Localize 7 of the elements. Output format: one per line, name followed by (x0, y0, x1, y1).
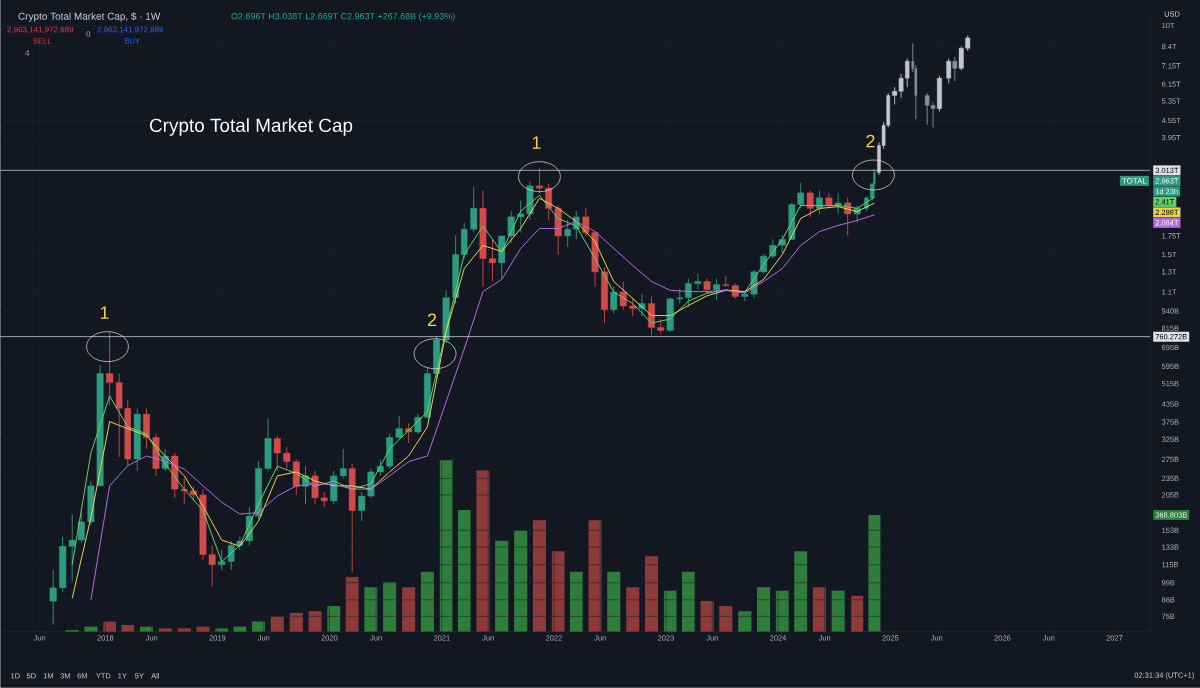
annotation: O2.696T H3.038T L2.669T C2.963T +267.68B (+9.93%) (231, 12, 455, 22)
annotation: 2 (427, 313, 437, 327)
annotation: 1 (100, 306, 109, 319)
annotation: 2 (866, 134, 875, 148)
text: Crypto Total Market Cap (149, 118, 353, 136)
annotation: 1 (532, 136, 541, 149)
chart-subtitle: Crypto Total Market Cap, $ · 1W (18, 12, 161, 22)
